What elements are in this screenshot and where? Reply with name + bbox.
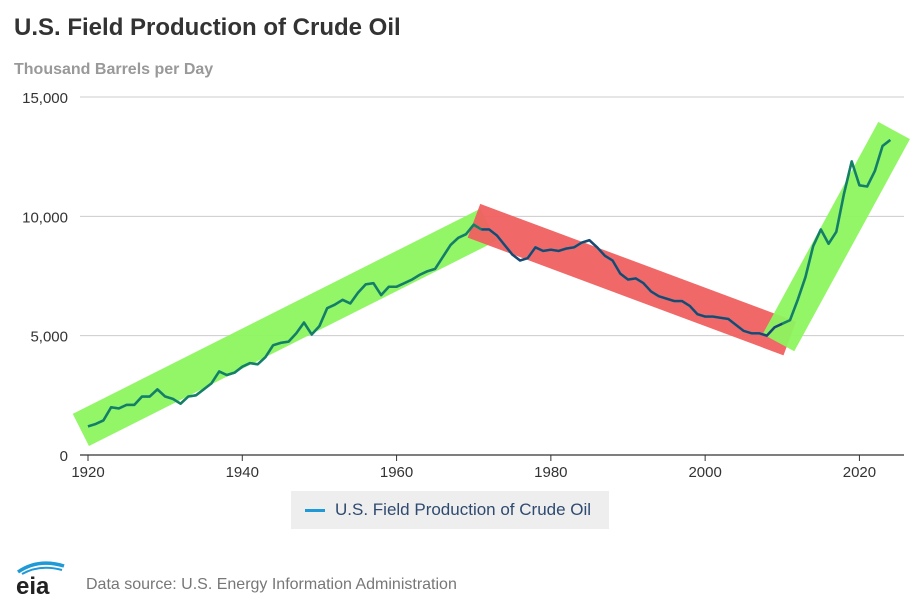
legend-label: U.S. Field Production of Crude Oil [335,500,592,519]
uptrend-band [72,208,497,447]
chart-title: U.S. Field Production of Crude Oil [14,14,401,41]
x-tick-label: 1940 [226,464,259,481]
y-tick-label: 5,000 [30,329,68,346]
data-source-note: Data source: U.S. Energy Information Adm… [86,576,457,593]
series-line-segment [87,223,483,428]
y-tick-label: 15,000 [22,90,68,107]
x-tick-label: 1960 [380,464,413,481]
x-tick-label: 2020 [843,464,876,481]
eia-logo: eia [16,561,65,598]
series-line-segment [781,139,892,325]
x-tick-label: 1980 [534,464,567,481]
series-line-segment [481,228,783,337]
legend[interactable]: U.S. Field Production of Crude Oil [291,491,609,529]
svg-text:eia: eia [16,573,50,598]
uptrend-band [762,121,910,352]
x-tick-label: 1920 [71,464,104,481]
legend-swatch [305,508,325,512]
y-axis-unit-label: Thousand Barrels per Day [14,61,214,78]
y-tick-label: 10,000 [22,209,68,226]
y-tick-label: 0 [60,448,68,465]
x-tick-label: 2000 [688,464,721,481]
